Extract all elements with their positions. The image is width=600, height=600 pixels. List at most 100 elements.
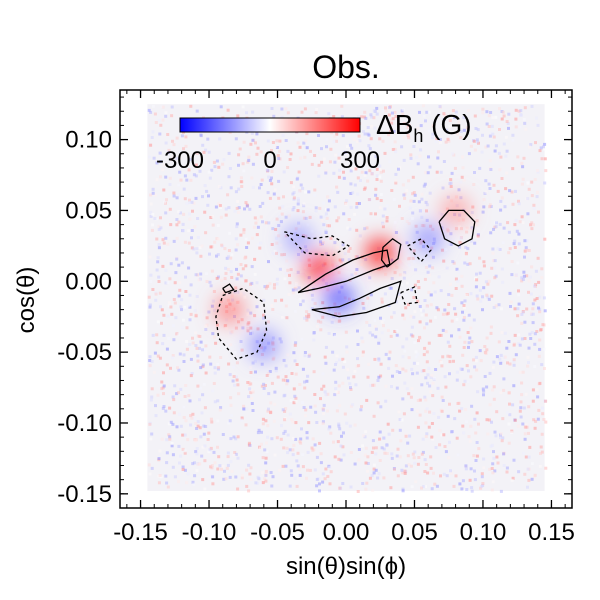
noise-speck: [229, 437, 233, 441]
noise-speck: [475, 272, 478, 276]
noise-speck: [264, 419, 268, 423]
noise-speck: [315, 477, 319, 481]
noise-speck: [251, 138, 255, 142]
noise-speck: [412, 249, 416, 253]
noise-speck: [418, 413, 422, 417]
noise-speck: [430, 435, 434, 439]
noise-speck: [363, 173, 367, 177]
noise-speck: [383, 207, 387, 211]
noise-speck: [317, 163, 321, 167]
noise-speck: [517, 333, 521, 337]
noise-speck: [472, 139, 476, 143]
noise-speck: [333, 134, 337, 138]
noise-speck: [273, 145, 277, 149]
noise-speck: [374, 468, 378, 472]
noise-speck: [195, 109, 199, 113]
noise-speck: [246, 322, 250, 326]
noise-speck: [434, 368, 438, 371]
noise-speck: [234, 137, 238, 141]
noise-speck: [313, 443, 317, 447]
noise-speck: [354, 255, 358, 259]
noise-speck: [504, 135, 508, 139]
noise-speck: [445, 128, 448, 132]
noise-speck: [182, 416, 186, 419]
positive-field-feature: [304, 253, 333, 282]
noise-speck: [544, 466, 548, 470]
noise-speck: [366, 296, 370, 300]
noise-speck: [311, 298, 315, 302]
noise-speck: [462, 346, 466, 349]
noise-speck: [488, 159, 492, 163]
noise-speck: [381, 139, 385, 143]
noise-speck: [315, 484, 319, 488]
noise-speck: [517, 470, 521, 474]
noise-speck: [495, 455, 499, 459]
noise-speck: [251, 162, 255, 166]
noise-speck: [264, 286, 268, 290]
noise-speck: [281, 378, 285, 382]
noise-speck: [254, 370, 257, 374]
noise-speck: [244, 237, 248, 241]
noise-speck: [173, 384, 177, 388]
noise-speck: [182, 147, 185, 151]
noise-speck: [170, 444, 174, 448]
noise-speck: [487, 182, 491, 186]
noise-speck: [465, 488, 469, 491]
noise-speck: [425, 209, 428, 213]
noise-speck: [490, 266, 494, 270]
noise-speck: [428, 410, 432, 414]
noise-speck: [199, 435, 203, 439]
noise-speck: [328, 425, 332, 429]
noise-speck: [430, 136, 434, 140]
noise-speck: [460, 301, 464, 305]
noise-speck: [390, 452, 394, 456]
noise-speck: [262, 298, 266, 302]
noise-speck: [294, 399, 298, 403]
noise-speck: [390, 315, 394, 319]
noise-speck: [313, 193, 317, 197]
noise-speck: [237, 187, 241, 191]
noise-speck: [167, 433, 171, 437]
noise-speck: [258, 205, 262, 208]
noise-speck: [355, 202, 359, 205]
noise-speck: [241, 326, 245, 330]
noise-speck: [285, 316, 289, 320]
noise-speck: [412, 260, 416, 264]
noise-speck: [280, 253, 284, 257]
noise-speck: [405, 189, 409, 193]
noise-speck: [199, 134, 203, 138]
noise-speck: [157, 224, 161, 228]
noise-speck: [338, 427, 342, 431]
noise-speck: [496, 189, 500, 193]
noise-speck: [426, 270, 430, 274]
noise-speck: [224, 207, 228, 211]
noise-speck: [478, 166, 482, 170]
noise-speck: [366, 126, 370, 129]
noise-speck: [302, 141, 306, 145]
noise-speck: [542, 347, 546, 351]
noise-speck: [284, 139, 288, 142]
noise-speck: [508, 413, 512, 417]
noise-speck: [379, 179, 383, 183]
noise-speck: [277, 179, 281, 183]
noise-speck: [236, 456, 240, 460]
noise-speck: [321, 472, 325, 476]
noise-speck: [301, 453, 305, 457]
noise-speck: [207, 431, 211, 435]
noise-speck: [423, 326, 426, 330]
noise-speck: [292, 401, 296, 405]
noise-speck: [234, 286, 238, 290]
noise-speck: [414, 255, 417, 259]
noise-speck: [381, 225, 385, 229]
noise-speck: [464, 467, 468, 471]
noise-speck: [243, 256, 247, 260]
noise-speck: [339, 260, 343, 264]
noise-speck: [241, 105, 245, 109]
noise-speck: [428, 191, 432, 195]
noise-speck: [296, 209, 300, 213]
noise-speck: [502, 377, 506, 381]
noise-speck: [229, 396, 233, 400]
noise-speck: [249, 391, 253, 395]
noise-speck: [448, 440, 451, 444]
noise-speck: [351, 167, 355, 171]
